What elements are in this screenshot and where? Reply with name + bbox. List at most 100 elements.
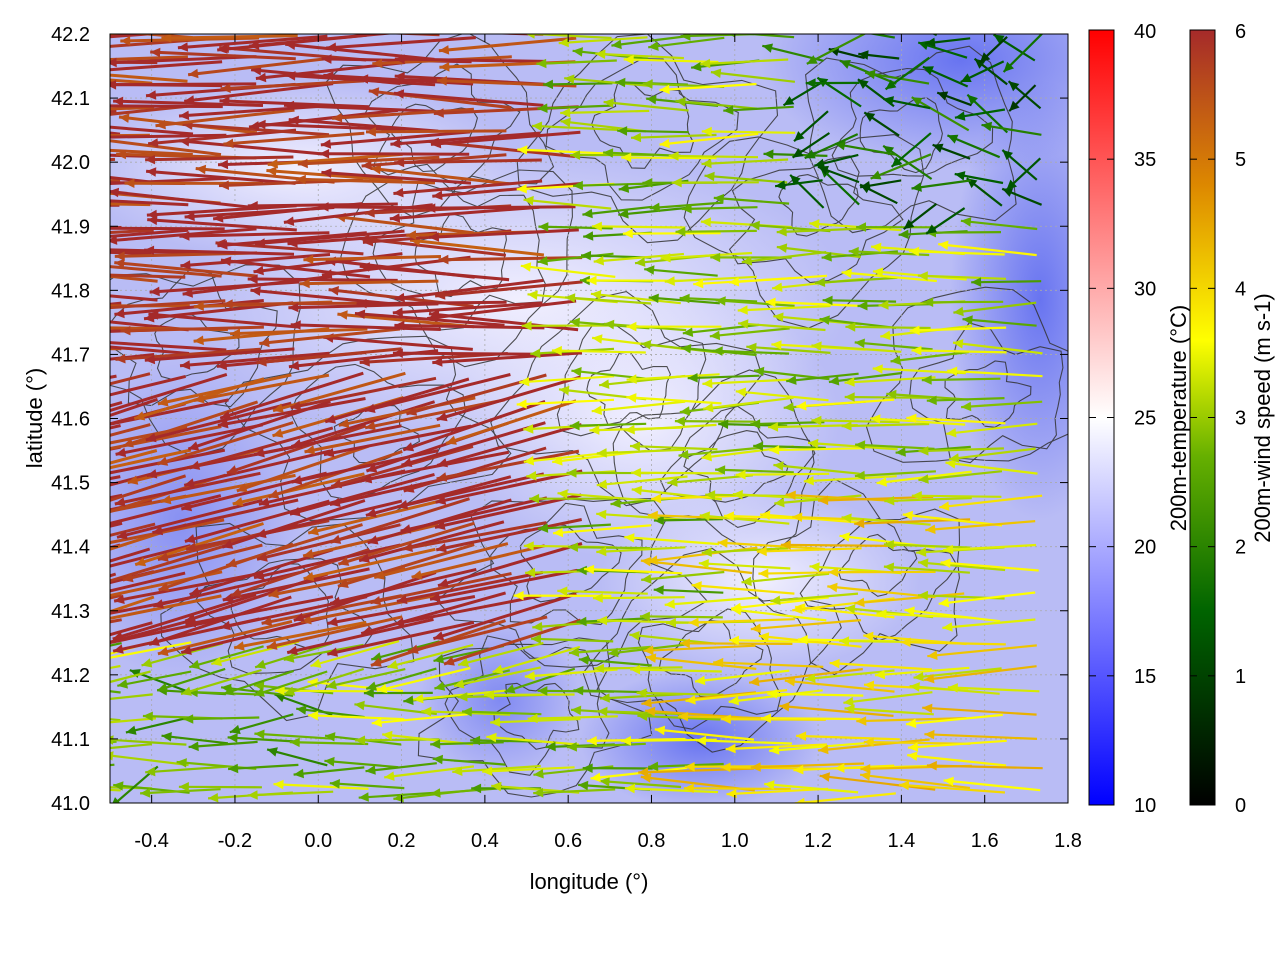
wind-arrow-shaft: [926, 232, 1001, 233]
wind-arrow-head: [367, 15, 377, 25]
wind-arrow-head: [55, 559, 66, 568]
wind-arrow-head: [42, 116, 52, 126]
x-axis-label: longitude (°): [530, 869, 649, 894]
wind-arrow-head: [7, 525, 18, 534]
wind-arrow-shaft: [0, 250, 120, 252]
wind-arrow-shaft: [654, 519, 723, 520]
wind-arrow-head: [33, 676, 44, 685]
wind-arrow-head: [68, 686, 79, 695]
wind-arrow-head: [293, 24, 303, 34]
wind-arrow-shaft: [781, 545, 896, 546]
x-tick-label: -0.4: [134, 830, 168, 852]
y-tick-label: 41.7: [51, 344, 90, 366]
wind-arrow-shaft: [621, 158, 716, 159]
wind-arrow-head: [1, 245, 11, 255]
wind-arrow-shaft: [702, 131, 795, 132]
wind-arrow-shaft: [823, 300, 897, 301]
colorbar-tick-label: 15: [1134, 666, 1156, 688]
x-tick-label: 0.4: [471, 830, 499, 852]
wind-arrow-shaft: [922, 379, 1001, 380]
wind-arrow-shaft: [0, 275, 117, 276]
x-tick-label: 1.4: [887, 830, 915, 852]
wind-arrow-head: [2, 39, 12, 49]
wind-arrow-head: [67, 782, 77, 792]
wind-arrow-head: [11, 454, 22, 463]
wind-arrow-head: [39, 193, 49, 203]
wind-arrow-shaft: [33, 787, 121, 791]
wind-arrow-shaft: [179, 787, 262, 788]
wind-arrow-head: [13, 198, 23, 208]
wind-arrow-head: [35, 177, 45, 187]
wind-arrow-shaft: [0, 119, 120, 135]
wind-arrow-head: [53, 651, 64, 660]
colorbar-tick-label: 10: [1134, 795, 1156, 817]
wind-colorbar-label: 200m-wind speed (m s-1): [1250, 293, 1275, 542]
colorbar-tick-label: 5: [1235, 149, 1246, 171]
x-tick-label: 0.0: [304, 830, 332, 852]
wind-arrow-head: [48, 449, 59, 458]
wind-arrow-shaft: [0, 376, 117, 404]
wind-arrow-head: [72, 67, 82, 77]
colorbar-tick-label: 6: [1235, 21, 1246, 43]
wind-arrow-head: [89, 580, 100, 589]
wind-arrow-shaft: [617, 131, 689, 133]
wind-arrow-head: [68, 698, 78, 708]
wind-arrow-shaft: [0, 330, 121, 345]
wind-arrow-shaft: [640, 616, 723, 617]
temperature-colorbar-label: 200m-temperature (°C): [1166, 305, 1191, 531]
wind-arrow-head: [51, 67, 61, 77]
wind-arrow-head: [8, 162, 18, 172]
wind-arrow-shaft: [366, 131, 506, 132]
x-tick-label: 1.6: [971, 830, 999, 852]
wind-arrow-head: [895, 15, 906, 24]
wind-arrow-shaft: [367, 18, 508, 32]
wind-arrow-head: [76, 246, 86, 256]
wind-arrow-shaft: [106, 84, 256, 85]
wind-arrow-shaft: [543, 83, 612, 84]
wind-arrow-head: [45, 576, 56, 585]
wind-arrow-head: [47, 57, 57, 67]
wind-arrow-head: [8, 403, 19, 412]
wind-arrow-head: [41, 244, 51, 254]
wind-arrow-head: [39, 237, 49, 247]
wind-arrow-shaft: [684, 788, 791, 789]
wind-arrow-shaft: [780, 24, 828, 32]
colorbar-tick-label: 0: [1235, 795, 1246, 817]
wind-arrow-head: [839, 25, 850, 34]
wind-arrow-head: [33, 782, 43, 792]
wind-arrow-shaft: [0, 205, 119, 206]
wind-arrow-shaft: [37, 712, 121, 720]
wind-arrow-head: [43, 766, 53, 776]
wind-arrow-head: [51, 301, 61, 311]
wind-arrow-head: [18, 263, 28, 273]
wind-arrow-head: [79, 643, 90, 652]
wind-arrow-head: [393, 25, 403, 35]
wind-arrow-head: [40, 311, 50, 321]
wind-arrow-head: [84, 447, 95, 456]
wind-arrow-shaft: [73, 106, 223, 107]
colorbar-tick-label: 20: [1134, 537, 1156, 559]
wind-arrow-head: [103, 751, 113, 761]
y-tick-label: 41.9: [51, 216, 90, 238]
wind-arrow-shaft: [631, 473, 723, 474]
wind-arrow-shaft: [0, 62, 116, 65]
y-tick-label: 41.2: [51, 665, 90, 687]
wind-arrow-head: [9, 601, 20, 610]
wind-arrow-head: [9, 57, 19, 67]
wind-arrow-shaft: [248, 279, 398, 280]
wind-arrow-shaft: [0, 495, 122, 525]
colorbar-tick-label: 3: [1235, 408, 1246, 430]
colorbar-tick-label: 4: [1235, 278, 1246, 300]
wind-arrow-head: [37, 708, 47, 718]
wind-arrow-shaft: [426, 207, 576, 208]
wind-arrow-head: [15, 69, 25, 79]
y-tick-label: 41.1: [51, 729, 90, 751]
colorbar-tick-label: 35: [1134, 149, 1156, 171]
wind-arrow-head: [5, 148, 15, 158]
y-tick-label: 41.0: [51, 793, 90, 815]
wind-arrow-shaft: [0, 111, 116, 112]
wind-arrow-head: [96, 654, 107, 663]
y-tick-label: 42.1: [51, 88, 90, 110]
x-tick-label: 0.8: [638, 830, 666, 852]
